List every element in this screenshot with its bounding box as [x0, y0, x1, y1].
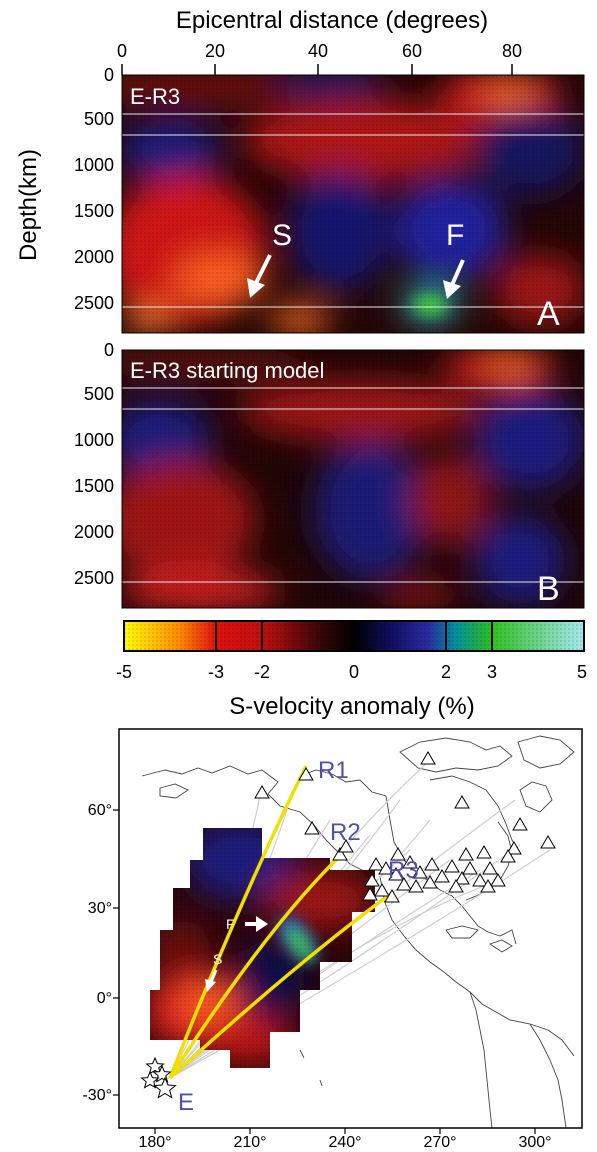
- y-tick-label: 1500: [74, 476, 114, 496]
- y-tick-label: 0: [104, 340, 114, 360]
- colorbar: -5 -3 -2 0 2 3 5 S-velocity anomaly (%): [116, 620, 587, 720]
- y-axis-title: Depth(km): [15, 149, 42, 261]
- panel-a-y-ticks: 0 500 1000 1500 2000 2500: [74, 65, 114, 313]
- colorbar-tick-label: -2: [254, 662, 270, 682]
- panel-b-y-ticks: 0 500 1000 1500 2000 2500: [74, 340, 114, 588]
- y-tick-label: 500: [84, 384, 114, 404]
- y-tick-label: 1000: [74, 155, 114, 175]
- annotation-s: S: [272, 219, 292, 252]
- panel-a-frame: [121, 74, 585, 334]
- panel-b-frame: [121, 349, 585, 609]
- event-receiver-paths: [168, 765, 394, 1080]
- coastlines: [141, 735, 575, 1128]
- colorbar-tick-label: 2: [441, 662, 451, 682]
- colorbar-title: S-velocity anomaly (%): [229, 693, 474, 720]
- arrow-f: [443, 259, 465, 299]
- lon-tick-label: 300°: [518, 1134, 551, 1151]
- panel-b-tomography: [122, 350, 584, 608]
- lat-tick-label: 30°: [88, 900, 112, 917]
- arrow-s: [247, 254, 272, 298]
- y-tick-label: 2500: [74, 568, 114, 588]
- y-tick-label: 2000: [74, 247, 114, 267]
- colorbar-tick-label: 3: [487, 662, 497, 682]
- map-annotation-f: F: [226, 916, 235, 932]
- y-tick-label: 2500: [74, 293, 114, 313]
- lat-tick-label: 60°: [88, 802, 112, 819]
- lon-tick-label: 270°: [423, 1134, 456, 1151]
- lon-ticks: 180° 210° 240° 270° 300°: [138, 1134, 551, 1151]
- panel-a-tomography: [122, 75, 584, 333]
- colorbar-tick-label: -5: [116, 662, 132, 682]
- colorbar-tick-label: 5: [577, 662, 587, 682]
- lat-tick-label: 0°: [97, 990, 112, 1007]
- events: [140, 1056, 177, 1099]
- lon-tick-label: 180°: [138, 1134, 171, 1151]
- panel-b-title: E-R3 starting model: [130, 358, 324, 383]
- x-tick-label: 20: [205, 41, 225, 61]
- x-tick-label: 40: [308, 41, 328, 61]
- receiver-label-r2: R2: [330, 819, 361, 846]
- panel-a-title: E-R3: [130, 84, 180, 109]
- panel-a-letter: A: [537, 295, 560, 333]
- colorbar-ticks: -5 -3 -2 0 2 3 5: [116, 662, 587, 682]
- lon-tick-label: 240°: [328, 1134, 361, 1151]
- map-arrow-s: [205, 969, 218, 992]
- panel-b-letter: B: [537, 570, 560, 608]
- x-tick-label: 60: [402, 41, 422, 61]
- lat-tick-label: -30°: [82, 1087, 112, 1104]
- y-tick-label: 500: [84, 109, 114, 129]
- receiver-label-r1: R1: [318, 757, 349, 784]
- x-tick-label: 80: [502, 41, 522, 61]
- x-ticks: 0 20 40 60 80: [117, 41, 522, 61]
- map-arrow-f: [245, 916, 268, 932]
- y-tick-label: 0: [104, 65, 114, 85]
- annotation-f: F: [446, 219, 464, 252]
- lat-ticks: 60° 30° 0° -30°: [82, 802, 112, 1104]
- y-tick-label: 1000: [74, 430, 114, 450]
- colorbar-tick-label: -3: [208, 662, 224, 682]
- x-tick-label: 0: [117, 41, 127, 61]
- map-annotation-s: S: [213, 951, 222, 967]
- event-label: E: [178, 1089, 194, 1116]
- lat-tick-marks: [113, 809, 119, 1096]
- lon-tick-label: 210°: [233, 1134, 266, 1151]
- map-panel: R1 R2 R3 E F S 60° 30° 0° -30° 180° 210°…: [82, 728, 583, 1151]
- lon-tick-marks: [154, 1128, 536, 1134]
- x-tick-marks: [121, 64, 513, 75]
- receiver-label-r3: R3: [388, 857, 419, 884]
- y-tick-label: 1500: [74, 201, 114, 221]
- x-axis-title: Epicentral distance (degrees): [176, 7, 488, 34]
- y-tick-label: 2000: [74, 522, 114, 542]
- colorbar-tick-label: 0: [349, 662, 359, 682]
- stations: [254, 751, 556, 903]
